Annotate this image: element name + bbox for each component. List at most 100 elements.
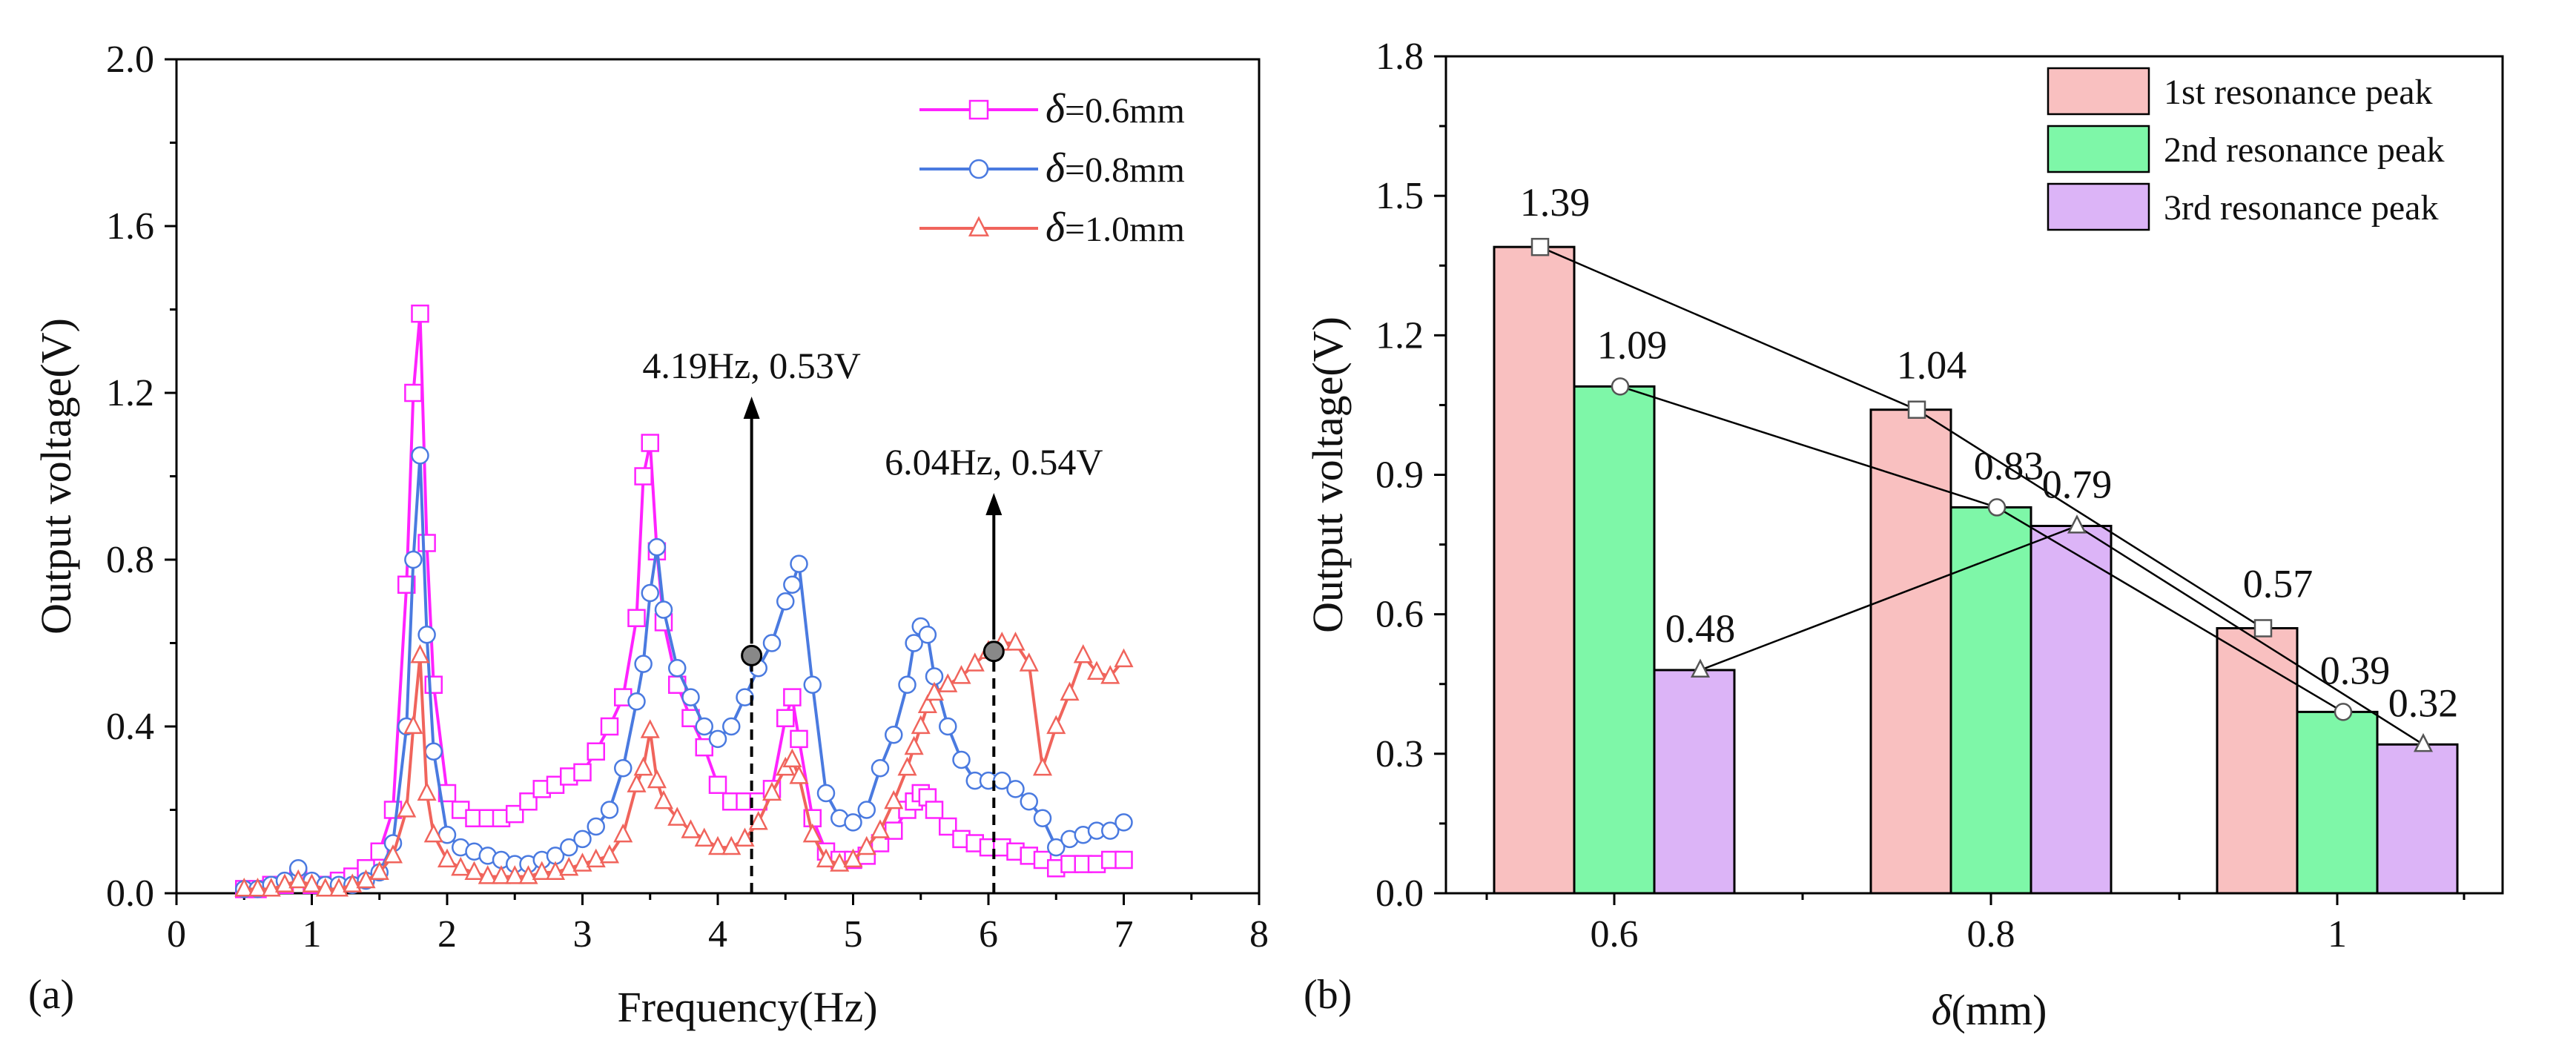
panel-a-series-3-point <box>383 844 403 864</box>
panel-a-series-3-point <box>667 807 687 826</box>
panel-a-series-3-point <box>640 719 660 738</box>
panel-b-value-label: 0.48 <box>1665 606 1736 651</box>
panel-a-legend-marker <box>968 159 989 179</box>
panel-a-series-2-point <box>1033 809 1052 827</box>
panel-a-series-1-point <box>404 383 423 403</box>
panel-a-x-tick-label: 0 <box>167 913 186 956</box>
panel-a-series-1-point <box>1114 850 1133 870</box>
panel-a-series-2-point <box>783 575 802 594</box>
panel-a-annotation-label: 4.19Hz, 0.53V <box>642 345 860 386</box>
panel-a-series-2-point <box>417 626 436 644</box>
panel-a-series-2-point <box>424 742 443 761</box>
panel-a-series-1-point <box>424 675 443 694</box>
panel-a-series-2-point <box>654 600 673 619</box>
panel-a-series-3-point <box>248 877 268 897</box>
panel-b-trend-marker <box>2334 703 2353 721</box>
panel-a-y-tick-label: 1.2 <box>106 372 154 414</box>
panel-a-series-3-point <box>681 819 701 838</box>
panel-b-legend-swatch <box>2047 125 2150 173</box>
panel-a-series-3-point <box>762 781 782 801</box>
panel-a-series-3-point <box>403 715 423 735</box>
panel-a-x-tick-label: 1 <box>303 913 322 956</box>
panel-b-bars-group <box>1493 245 2459 895</box>
panel-a-series-2-point <box>668 659 687 678</box>
panel-a-y-tick-label: 0.4 <box>106 706 154 748</box>
panel-a-series-2-point <box>776 592 795 611</box>
panel-b-bar-2-0.8 <box>1949 506 2032 895</box>
panel-a-x-tick-label: 2 <box>437 913 457 956</box>
panel-a-series-3-point <box>938 673 958 692</box>
panel-a-series-3-point <box>586 848 606 868</box>
panel-b-trend-lines <box>1530 237 2434 752</box>
panel-a-series-3-point <box>1046 715 1066 735</box>
panel-a-series-3-point <box>545 861 566 880</box>
panel-a-series-2-point <box>722 717 741 736</box>
panel-a-label: (a) <box>28 972 74 1018</box>
panel-a-series-2-point <box>1114 813 1133 832</box>
panel-a-legend-symbol: δ <box>1046 86 1066 132</box>
panel-b-label: (b) <box>1304 972 1352 1018</box>
panel-a-series-3-point <box>343 873 363 893</box>
panel-a-legend-label: =0.8mm <box>1065 150 1185 190</box>
panel-a-series-3-point <box>518 865 538 884</box>
panel-a-series-3-point <box>478 865 498 884</box>
panel-b-bar-3-0.6 <box>1653 669 1736 895</box>
panel-a-series-3-point <box>274 873 295 893</box>
panel-a-series-3-point <box>572 852 592 872</box>
panel-a-series-3-point <box>748 810 768 830</box>
panel-a-series-2-point <box>681 688 700 706</box>
panel-a-series-3-point <box>917 694 937 713</box>
panel-a-series-2-point <box>1020 792 1038 811</box>
panel-a-series-3-point <box>369 861 389 880</box>
panel-b-legend-entry-2: 2nd resonance peak <box>2164 130 2445 170</box>
panel-a-legend-marker <box>968 216 990 236</box>
panel-a-series-1-point <box>411 304 429 323</box>
panel-a-series-1-point <box>783 688 802 706</box>
panel-a-series-2-point <box>905 634 923 652</box>
panel-a-series-3-point <box>911 715 931 735</box>
panel-a-annotation-arrow-head <box>985 493 1003 515</box>
panel-b-value-label: 1.39 <box>1520 180 1591 225</box>
panel-a-series-1-point <box>641 434 659 452</box>
panel-a-series-3-point <box>816 848 836 868</box>
panel-b-y-tick-label: 1.5 <box>1375 175 1424 217</box>
panel-b-trend-marker <box>2253 619 2273 638</box>
panel-a-series-3-point <box>647 769 667 789</box>
panel-b-x-axis-unit: (mm) <box>1952 986 2047 1034</box>
panel-b-value-label: 0.79 <box>2042 462 2113 506</box>
panel-a-series-1-point <box>573 763 592 782</box>
panel-a-series-3-point <box>356 869 376 889</box>
panel-a-series-2-point <box>587 817 605 836</box>
panel-a-series-3-point <box>802 823 822 843</box>
panel-b-bar-3-0.8 <box>2030 524 2113 895</box>
panel-b-bar-1-0.8 <box>1869 408 1952 895</box>
panel-a-annotations: 4.19Hz, 0.53V 6.04Hz, 0.54V <box>642 345 1103 893</box>
panel-b-x-ticks: 0.6 0.8 1 <box>1485 893 2466 956</box>
panel-a-series-1-point <box>519 792 538 811</box>
panel-a-series-2-point <box>790 554 808 573</box>
panel-b-y-tick-label: 1.8 <box>1375 36 1424 78</box>
panel-b-value-label: 1.09 <box>1597 322 1668 367</box>
panel-a-series-3-point <box>735 827 755 847</box>
panel-a-annotation-point <box>982 640 1005 663</box>
panel-a-series-3-point <box>965 652 985 672</box>
panel-a-series-2-point <box>695 717 713 736</box>
panel-a-series-1-point <box>634 467 653 486</box>
panel-b-trend-marker <box>1530 237 1550 256</box>
panel-b-trend-marker <box>2067 514 2087 534</box>
panel-a: 0 1 2 3 4 5 6 7 8 0.0 0.4 0.8 1.2 1.6 2.0 4.19Hz, 0.5… <box>28 39 1269 1031</box>
panel-a-series-2-point <box>573 829 592 849</box>
panel-a-series-1-point <box>397 575 416 594</box>
panel-b-legend: 1st resonance peak 2nd resonance peak 3rd … <box>2047 67 2445 231</box>
panel-a-series-3-point <box>288 869 308 889</box>
panel-a-series-3-point <box>633 756 653 776</box>
panel-a-series-3-point <box>613 823 633 843</box>
panel-a-series-1-point <box>695 738 713 757</box>
panel-a-series-1-point <box>417 534 436 552</box>
panel-b-legend-entry-1: 1st resonance peak <box>2164 73 2433 112</box>
panel-a-series-2-point <box>404 550 423 569</box>
panel-a-legend-entry-2: δ=0.8mm <box>1046 145 1185 191</box>
panel-a-series-3-point <box>653 789 674 809</box>
